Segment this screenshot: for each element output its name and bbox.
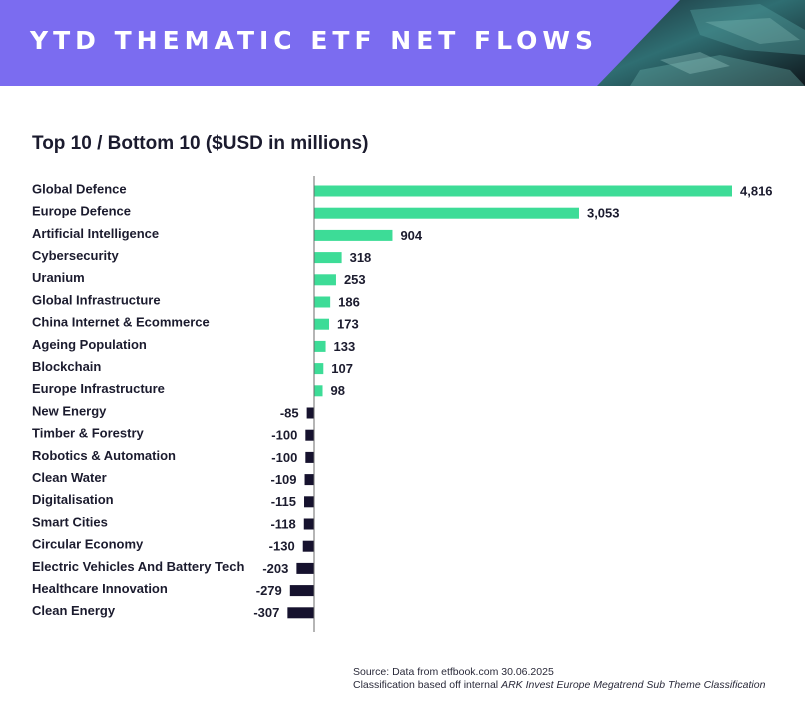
bar-negative bbox=[302, 540, 314, 552]
banner-title: YTD THEMATIC ETF NET FLOWS bbox=[30, 26, 598, 55]
category-label: Healthcare Innovation bbox=[32, 581, 168, 596]
bar-negative bbox=[306, 407, 314, 419]
value-label: -279 bbox=[256, 583, 282, 598]
value-label: -118 bbox=[270, 516, 295, 531]
bar-negative bbox=[303, 518, 314, 530]
category-label: Blockchain bbox=[32, 359, 101, 374]
bar-negative bbox=[296, 562, 314, 574]
value-label: -115 bbox=[271, 494, 296, 509]
bar-positive bbox=[314, 185, 732, 197]
category-label: Uranium bbox=[32, 270, 85, 285]
bar-positive bbox=[314, 385, 323, 397]
bar-negative bbox=[304, 474, 314, 486]
bar-negative bbox=[304, 496, 314, 508]
rock-texture-image bbox=[597, 0, 805, 86]
category-label: Smart Cities bbox=[32, 514, 108, 529]
bar-negative bbox=[305, 429, 314, 441]
category-label: Timber & Forestry bbox=[32, 426, 145, 441]
value-label: -130 bbox=[269, 539, 295, 554]
classification-name: ARK Invest Europe Megatrend Sub Theme Cl… bbox=[501, 679, 766, 691]
value-label: -100 bbox=[271, 450, 297, 465]
category-label: Europe Defence bbox=[32, 204, 131, 219]
bar-positive bbox=[314, 229, 393, 241]
value-label: -109 bbox=[271, 472, 297, 487]
category-label: New Energy bbox=[32, 403, 107, 418]
category-label: China Internet & Ecommerce bbox=[32, 315, 210, 330]
bar-positive bbox=[314, 274, 336, 286]
source-note: Source: Data from etfbook.com 30.06.2025… bbox=[353, 666, 765, 692]
value-label: -100 bbox=[271, 428, 297, 443]
category-label: Europe Infrastructure bbox=[32, 381, 165, 396]
header-banner: YTD THEMATIC ETF NET FLOWS bbox=[0, 0, 805, 86]
classification-prefix: Classification based off internal bbox=[353, 679, 502, 691]
category-label: Ageing Population bbox=[32, 337, 147, 352]
bar-positive bbox=[314, 363, 324, 375]
bar-negative bbox=[287, 607, 314, 619]
category-label: Electric Vehicles And Battery Tech bbox=[32, 559, 244, 574]
bar-negative bbox=[305, 451, 314, 463]
category-label: Clean Energy bbox=[32, 603, 116, 618]
value-label: 3,053 bbox=[587, 206, 620, 221]
classification-line: Classification based off internal ARK In… bbox=[353, 679, 765, 692]
value-label: 133 bbox=[334, 339, 356, 354]
category-label: Circular Economy bbox=[32, 537, 144, 552]
bar-positive bbox=[314, 318, 330, 330]
bar-chart: Global Defence 4,816 Europe Defence 3,053 Ar… bbox=[32, 176, 773, 632]
category-label: Global Infrastructure bbox=[32, 292, 161, 307]
bar-positive bbox=[314, 252, 342, 264]
chart-subtitle: Top 10 / Bottom 10 ($USD in millions) bbox=[32, 133, 369, 154]
value-label: -85 bbox=[280, 405, 299, 420]
bar-positive bbox=[314, 340, 326, 352]
value-label: 4,816 bbox=[740, 183, 773, 198]
value-label: 253 bbox=[344, 272, 366, 287]
bar-positive bbox=[314, 296, 331, 308]
value-label: -203 bbox=[262, 561, 288, 576]
category-label: Global Defence bbox=[32, 181, 127, 196]
category-label: Digitalisation bbox=[32, 492, 114, 507]
value-label: 186 bbox=[338, 294, 360, 309]
value-label: 98 bbox=[331, 383, 345, 398]
value-label: 107 bbox=[331, 361, 353, 376]
value-label: -307 bbox=[253, 605, 279, 620]
category-label: Robotics & Automation bbox=[32, 448, 176, 463]
bar-positive bbox=[314, 207, 579, 219]
source-line: Source: Data from etfbook.com 30.06.2025 bbox=[353, 666, 554, 678]
value-label: 173 bbox=[337, 317, 359, 332]
value-label: 318 bbox=[350, 250, 372, 265]
category-label: Artificial Intelligence bbox=[32, 226, 159, 241]
bar-negative bbox=[289, 585, 314, 597]
category-label: Clean Water bbox=[32, 470, 107, 485]
bar-group: Global Defence 4,816 Europe Defence 3,053 Ar… bbox=[32, 181, 773, 620]
value-label: 904 bbox=[400, 228, 422, 243]
category-label: Cybersecurity bbox=[32, 248, 119, 263]
